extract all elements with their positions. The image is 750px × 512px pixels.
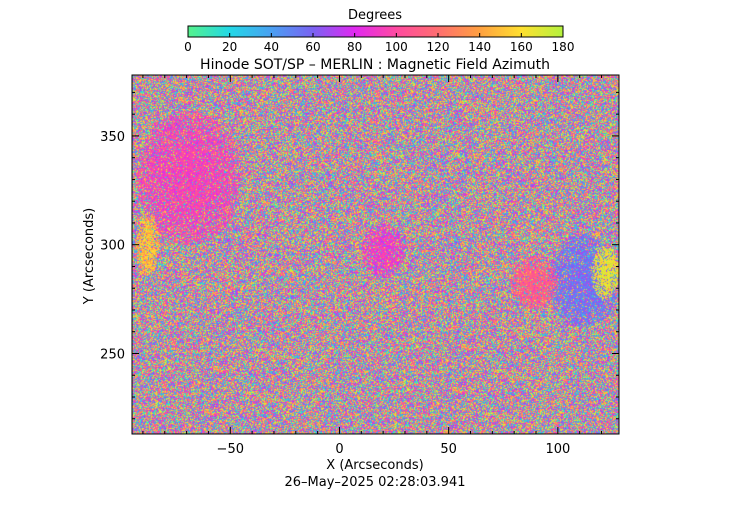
colorbar-tick-label: 180: [552, 40, 575, 54]
colorbar-tick-label: 40: [264, 40, 279, 54]
chart-title: Hinode SOT/SP – MERLIN : Magnetic Field …: [200, 57, 550, 73]
x-tick-label: 100: [545, 442, 570, 457]
y-axis-label: Y (Arcseconds): [82, 208, 97, 305]
y-tick-label: 250: [100, 347, 125, 362]
colorbar-tick-label: 160: [510, 40, 533, 54]
plot-area: [131, 74, 620, 435]
azimuth-heatmap: [132, 75, 619, 434]
colorbar-tick-label: 140: [468, 40, 491, 54]
colorbar-tick-label: 100: [385, 40, 408, 54]
timestamp: 26–May–2025 02:28:03.941: [285, 475, 466, 490]
colorbar-tick-label: 0: [184, 40, 192, 54]
colorbar-tick-label: 60: [305, 40, 320, 54]
colorbar-ticks: 0 20 40 60 80 100 120 140 160 180: [184, 33, 574, 54]
colorbar-tick-label: 20: [222, 40, 237, 54]
plot-frame: [131, 74, 620, 435]
y-tick-label: 300: [100, 239, 125, 254]
x-axis-label: X (Arcseconds): [326, 458, 423, 473]
y-tick-label: 350: [100, 130, 125, 145]
x-axis: −50 0 50 100: [142, 75, 603, 457]
x-tick-label: 50: [440, 442, 457, 457]
x-tick-label: 0: [335, 442, 343, 457]
x-tick-label: −50: [217, 442, 244, 457]
colorbar-tick-label: 80: [347, 40, 362, 54]
y-axis: 250 300 350: [100, 91, 619, 420]
colorbar-tick-label: 120: [427, 40, 450, 54]
colorbar-title: Degrees: [348, 8, 402, 23]
colorbar: [187, 25, 564, 38]
